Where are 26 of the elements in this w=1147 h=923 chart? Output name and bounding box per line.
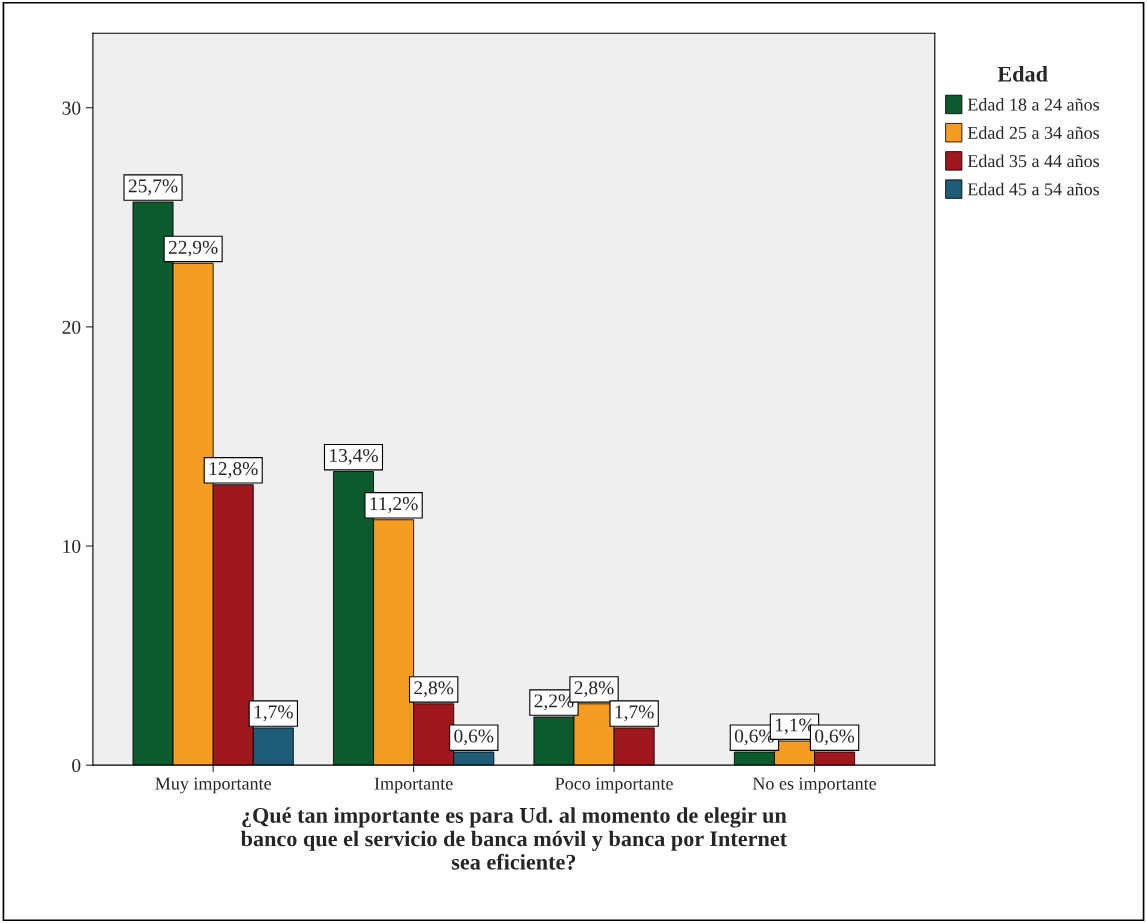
y-tick-label: 30 xyxy=(62,101,81,115)
data-label: 11,2% xyxy=(370,497,418,514)
data-label: 0,6% xyxy=(815,729,855,746)
y-tick-label: 20 xyxy=(62,320,81,334)
data-label: 2,8% xyxy=(414,681,454,698)
legend-label: Edad 35 a 44 años xyxy=(967,154,1100,168)
data-label: 2,8% xyxy=(574,681,614,698)
data-label: 1,7% xyxy=(254,705,293,722)
x-tick-label: Poco importante xyxy=(555,777,673,794)
x-axis-title: ¿Qué tan importante es para Ud. al momento de elegir un banco que el servicio de banca móvil y banca por Internet sea eficiente? xyxy=(240,807,788,870)
data-label: 0,6% xyxy=(454,729,494,746)
y-tick-label: 10 xyxy=(63,539,81,553)
x-tick-label: Muy importante xyxy=(155,777,271,794)
data-label: 12,8% xyxy=(209,462,258,478)
legend-title: Edad xyxy=(997,66,1048,82)
data-label: 13,4% xyxy=(330,448,378,465)
x-tick-label: Importante xyxy=(374,777,453,794)
data-label: 25,7% xyxy=(128,179,178,196)
legend-label: Edad 25 a 34 años xyxy=(967,126,1100,139)
x-tick-label: No es importante xyxy=(752,777,877,794)
data-label: 22,9% xyxy=(168,240,218,257)
legend-label: Edad 18 a 24 años xyxy=(967,98,1100,111)
y-tick-label: 0 xyxy=(72,758,81,773)
data-label: 1,7% xyxy=(615,705,654,722)
data-label: 2,2% xyxy=(534,694,574,711)
legend-label: Edad 45 a 54 años xyxy=(967,182,1100,196)
